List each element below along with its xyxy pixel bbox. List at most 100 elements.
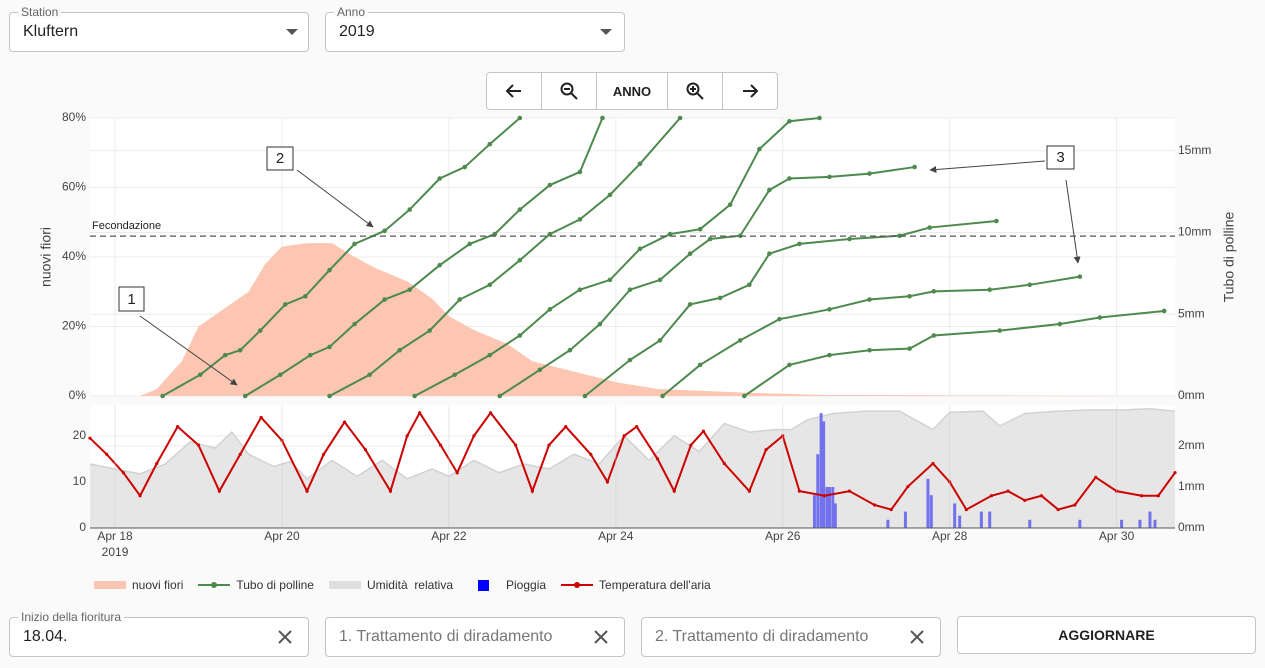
point	[872, 503, 877, 507]
bar	[1148, 511, 1152, 528]
next-button[interactable]	[722, 73, 777, 109]
zoom-in-button[interactable]	[667, 73, 722, 109]
point	[517, 333, 523, 338]
point	[994, 218, 999, 224]
bloom-start-input[interactable]: Inizio della fioritura 18.04.	[9, 611, 309, 657]
field-placeholder: 1. Trattamento di diradamento	[339, 628, 553, 645]
clear-icon[interactable]	[594, 630, 608, 644]
annotation-arrow	[1065, 179, 1081, 264]
submit-button[interactable]: AGGIORNARE	[957, 616, 1256, 654]
area	[90, 408, 1175, 528]
legend-label: Umidità relativa	[366, 578, 453, 592]
point	[367, 372, 372, 378]
point	[627, 357, 633, 363]
y-tick-label: 10mm	[1178, 225, 1211, 239]
point	[382, 297, 387, 302]
point	[308, 352, 313, 358]
point	[577, 169, 583, 175]
y-tick-label: 0mm	[1178, 388, 1205, 402]
point	[1027, 282, 1033, 288]
point	[907, 293, 912, 299]
station-select[interactable]: Station Kluftern	[9, 6, 309, 52]
legend-item[interactable]: Temperatura dell'aria	[560, 578, 711, 592]
y-tick-label: 20	[73, 428, 87, 442]
bar	[822, 421, 826, 528]
legend-item[interactable]: Pioggia	[467, 578, 546, 592]
x-tick-label: Apr 30	[1099, 529, 1135, 543]
y-tick-label: 2mm	[1178, 438, 1205, 452]
year-select[interactable]: Anno 2019	[325, 6, 625, 52]
legend-item[interactable]: nuovi fiori	[93, 578, 183, 592]
point	[767, 187, 772, 193]
point	[827, 307, 832, 312]
x-tick-sublabel: 2019	[102, 545, 129, 559]
point	[327, 267, 332, 273]
point	[1094, 475, 1098, 479]
point	[1057, 321, 1063, 327]
point	[438, 443, 443, 447]
point	[1023, 498, 1027, 502]
thinning-1-input[interactable]: 1. Trattamento di diradamento	[325, 617, 625, 657]
point	[1140, 494, 1144, 498]
point	[462, 164, 468, 170]
bar	[816, 454, 820, 528]
point	[322, 452, 326, 456]
point	[1161, 308, 1167, 314]
point	[547, 231, 553, 237]
point	[517, 115, 523, 121]
point	[305, 489, 309, 493]
prev-button[interactable]	[487, 73, 541, 109]
point	[352, 321, 357, 327]
annotation-arrow	[296, 169, 374, 228]
point	[637, 161, 643, 167]
point	[407, 287, 412, 293]
area	[140, 243, 1176, 396]
point	[912, 164, 917, 170]
point	[660, 393, 665, 399]
bar	[926, 478, 930, 528]
point	[964, 507, 968, 512]
point	[797, 489, 802, 493]
point	[817, 115, 822, 121]
point	[655, 457, 660, 461]
point	[487, 282, 493, 288]
point	[787, 118, 792, 124]
year-button[interactable]: ANNO	[596, 73, 667, 109]
point	[388, 489, 393, 493]
point	[407, 207, 412, 212]
point	[487, 352, 493, 358]
legend-symbol	[478, 580, 489, 591]
legend-swatch	[328, 581, 361, 589]
point	[635, 425, 639, 429]
legend-swatch	[211, 582, 218, 588]
legend-label: Temperatura dell'aria	[599, 578, 711, 592]
point	[701, 429, 706, 433]
point	[303, 293, 308, 299]
point	[889, 507, 893, 512]
annotation-arrow	[139, 315, 238, 386]
line	[244, 117, 604, 397]
legend-item[interactable]: Umidità relativa	[328, 578, 453, 592]
point	[197, 372, 203, 378]
annotation: 2	[276, 150, 284, 167]
clear-icon[interactable]	[278, 630, 292, 644]
y-tick-label: 10	[73, 474, 87, 488]
legend-symbol	[328, 581, 361, 589]
point	[1156, 494, 1160, 498]
bar	[929, 495, 933, 528]
zoom-out-button[interactable]	[541, 73, 596, 109]
legend-item[interactable]: Tubo di polline	[197, 578, 314, 592]
point	[327, 344, 332, 350]
point	[627, 287, 633, 293]
point	[657, 338, 663, 343]
point	[577, 287, 583, 293]
point	[1073, 503, 1077, 507]
area-edge	[89, 407, 1176, 480]
clear-icon[interactable]	[910, 630, 924, 644]
legend-symbol	[561, 582, 594, 588]
point	[467, 241, 473, 247]
bar	[1138, 519, 1142, 528]
bar	[1028, 519, 1032, 528]
thinning-2-input[interactable]: 2. Trattamento di diradamento	[641, 617, 941, 657]
